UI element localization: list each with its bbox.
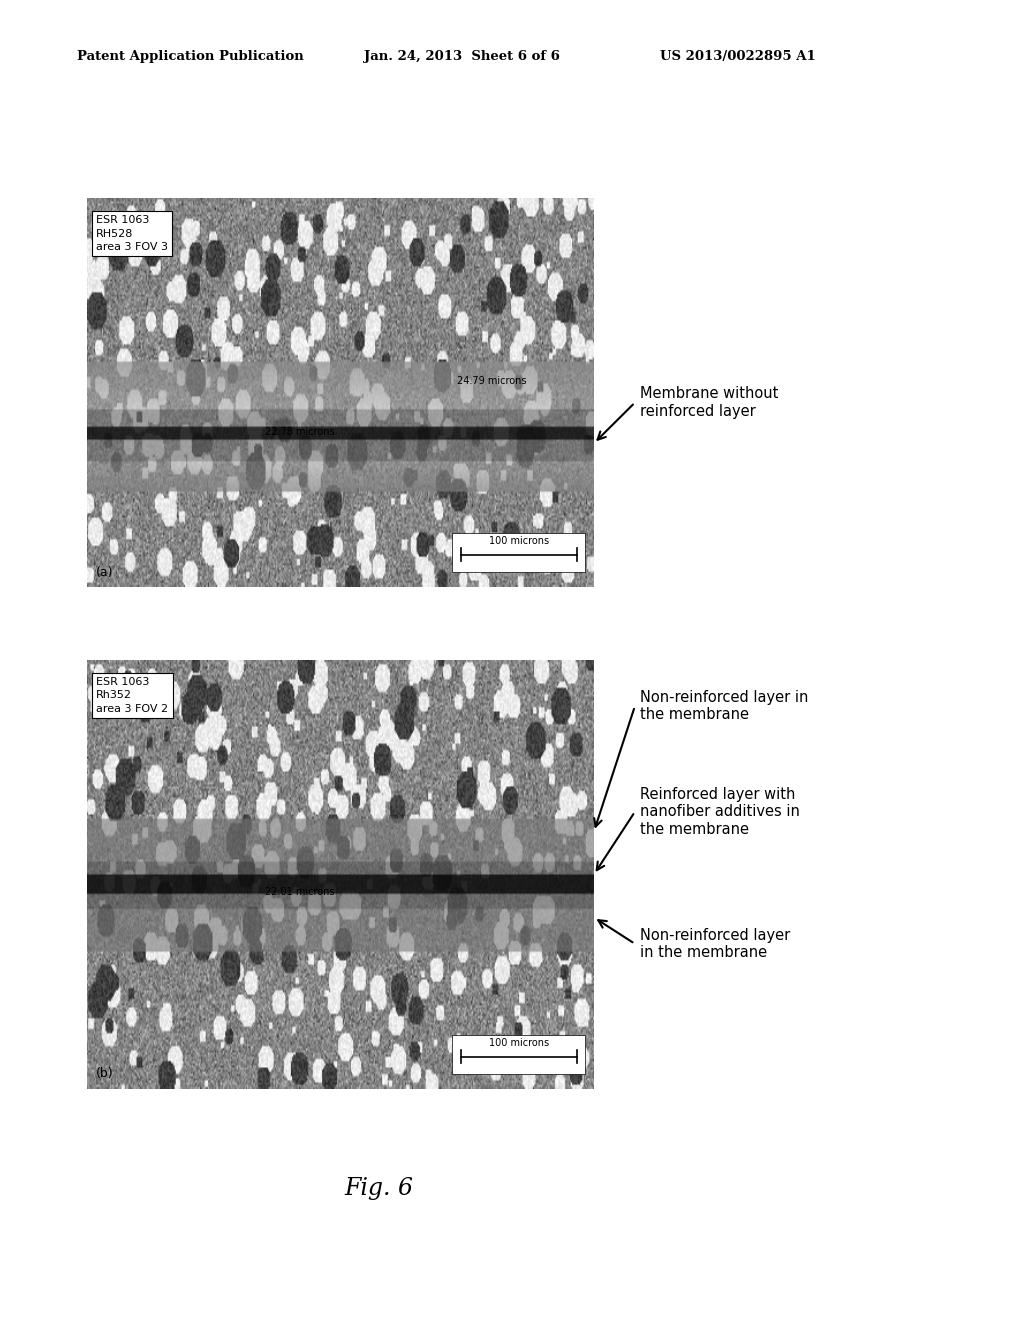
Text: Non-reinforced layer in
the membrane: Non-reinforced layer in the membrane (640, 690, 808, 722)
Text: ESR 1063
RH528
area 3 FOV 3: ESR 1063 RH528 area 3 FOV 3 (96, 215, 168, 252)
Text: Fig. 6: Fig. 6 (344, 1176, 414, 1200)
Text: Membrane without
reinforced layer: Membrane without reinforced layer (640, 387, 778, 418)
Text: Patent Application Publication: Patent Application Publication (77, 50, 303, 63)
Text: 100 microns: 100 microns (489, 1039, 549, 1048)
Text: (a): (a) (96, 566, 114, 578)
Text: Reinforced layer with
nanofiber additives in
the membrane: Reinforced layer with nanofiber additive… (640, 787, 800, 837)
Text: Non-reinforced layer
in the membrane: Non-reinforced layer in the membrane (640, 928, 791, 960)
Bar (453, 1035, 585, 1074)
Text: 22.01 microns: 22.01 microns (265, 887, 335, 896)
Text: 22.78 microns: 22.78 microns (265, 426, 335, 437)
Text: US 2013/0022895 A1: US 2013/0022895 A1 (660, 50, 816, 63)
Text: ESR 1063
Rh352
area 3 FOV 2: ESR 1063 Rh352 area 3 FOV 2 (96, 677, 168, 714)
Text: Jan. 24, 2013  Sheet 6 of 6: Jan. 24, 2013 Sheet 6 of 6 (364, 50, 559, 63)
Text: 100 microns: 100 microns (489, 536, 549, 546)
Bar (453, 533, 585, 573)
Text: (b): (b) (96, 1068, 114, 1080)
Text: 24.79 microns: 24.79 microns (457, 376, 526, 385)
